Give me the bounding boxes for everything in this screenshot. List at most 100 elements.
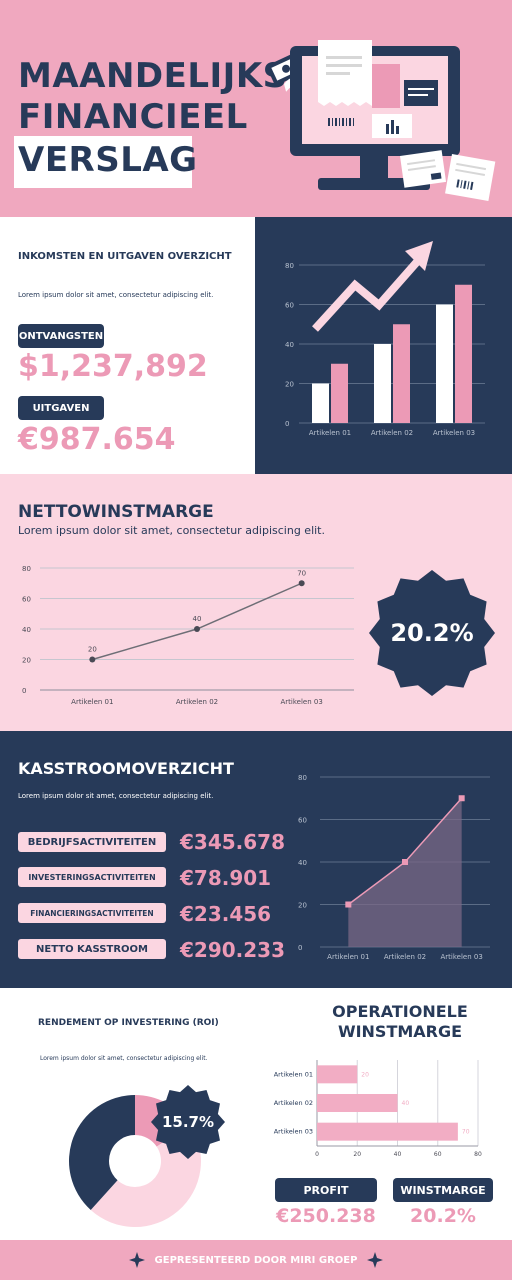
cashflow-heading: KASSTROOMOVERZICHT <box>18 759 234 778</box>
y-tick-label: 80 <box>298 774 307 782</box>
profit-label: PROFIT <box>275 1178 377 1202</box>
y-tick-label: Artikelen 02 <box>274 1099 313 1107</box>
data-point <box>345 901 352 908</box>
x-tick-label: 40 <box>394 1151 402 1158</box>
operational-hbar-chart: 0 20 40 60 80 Artikelen 01 20 Artikelen 02 40 Art… <box>274 1060 482 1158</box>
cashflow-area-chart: 0 20 40 60 80 Artikelen 01 Artikelen 02 Artikel… <box>298 774 490 961</box>
operational-heading-line1: OPERATIONELE <box>332 1002 468 1021</box>
y-tick-label: 80 <box>22 565 31 573</box>
data-label: 20 <box>361 1071 369 1078</box>
net-margin-section: NETTOWINSTMARGE Lorem ipsum dolor sit am… <box>0 474 512 731</box>
footer: GEPRESENTEERD DOOR MIRI GROEP <box>0 1240 512 1280</box>
y-tick-label: 60 <box>298 817 307 825</box>
x-tick-label: Artikelen 02 <box>176 698 218 706</box>
title-line-2: FINANCIEEL <box>18 97 248 137</box>
y-tick-label: 20 <box>22 657 31 665</box>
x-tick-label: 60 <box>434 1151 442 1158</box>
x-tick-label: Artikelen 01 <box>327 953 369 961</box>
header-banner: MAANDELIJKS FINANCIEEL VERSLAG <box>0 0 512 217</box>
x-tick-label: 0 <box>315 1151 319 1158</box>
title-line-3: VERSLAG <box>18 140 198 180</box>
title-highlight-box <box>14 136 192 188</box>
received-value: $1,237,892 <box>18 349 208 384</box>
y-tick-label: 0 <box>285 420 289 428</box>
cashflow-item-label: FINANCIERINGSACTIVITEITEN <box>18 903 166 923</box>
title-line-1: MAANDELIJKS <box>18 56 288 96</box>
y-tick-label: 60 <box>22 596 31 604</box>
area-fill <box>348 798 462 947</box>
cashflow-item-value: €345.678 <box>180 830 286 854</box>
data-point <box>298 580 305 587</box>
y-tick-label: 0 <box>22 687 26 695</box>
income-lorem: Lorem ipsum dolor sit amet, consectetur … <box>18 291 214 299</box>
y-tick-label: 20 <box>298 902 307 910</box>
starburst-shape <box>151 1085 225 1159</box>
y-tick-label: Artikelen 01 <box>274 1070 313 1078</box>
net-margin-lorem: Lorem ipsum dolor sit amet, consectetur … <box>18 524 325 537</box>
sparkle-icon <box>367 1252 384 1268</box>
data-label: 40 <box>402 1100 410 1107</box>
x-tick-label: Artikelen 03 <box>433 429 475 437</box>
data-label: 70 <box>462 1129 470 1136</box>
income-chart-panel: 0 20 40 60 80 Artikelen 01 Artikelen 02 Artikel… <box>255 217 512 474</box>
monitor-illustration <box>266 40 496 202</box>
sparkle-icon <box>128 1252 145 1268</box>
starburst-shape <box>369 570 495 696</box>
received-label: ONTVANGSTEN <box>18 324 104 348</box>
cashflow-item-value: €78.901 <box>180 866 272 890</box>
income-bar-chart: 0 20 40 60 80 Artikelen 01 Artikelen 02 Artikel… <box>285 241 485 437</box>
trend-arrow-head <box>405 241 433 271</box>
profit-value: €250.238 <box>276 1205 376 1227</box>
data-point <box>458 795 465 802</box>
y-tick-label: 80 <box>285 262 294 270</box>
x-tick-label: Artikelen 01 <box>309 429 351 437</box>
y-tick-label: Artikelen 03 <box>274 1128 313 1136</box>
x-tick-label: Artikelen 01 <box>71 698 113 706</box>
data-point <box>194 626 200 632</box>
net-margin-badge: 20.2% <box>369 570 495 696</box>
data-point <box>402 859 408 865</box>
y-tick-label: 20 <box>285 381 294 389</box>
bar <box>317 1094 398 1112</box>
net-margin-heading: NETTOWINSTMARGE <box>18 502 214 522</box>
net-margin-badge-value: 20.2% <box>390 619 473 647</box>
cashflow-item-value: €23.456 <box>180 902 272 926</box>
donut-slice <box>69 1095 135 1210</box>
x-tick-label: 80 <box>474 1151 482 1158</box>
data-point <box>89 656 96 663</box>
bar <box>393 324 410 423</box>
x-tick-label: Artikelen 02 <box>384 953 426 961</box>
cashflow-lorem: Lorem ipsum dolor sit amet, consectetur … <box>18 792 214 800</box>
footer-text: GEPRESENTEERD DOOR MIRI GROEP <box>154 1254 358 1266</box>
data-label: 70 <box>297 569 306 577</box>
income-heading: INKOMSTEN EN UITGAVEN OVERZICHT <box>18 251 232 262</box>
margin-value: 20.2% <box>410 1205 476 1227</box>
expenses-label: UITGAVEN <box>18 396 104 420</box>
roi-lorem: Lorem ipsum dolor sit amet, consectetur … <box>40 1055 208 1062</box>
cashflow-section: KASSTROOMOVERZICHT Lorem ipsum dolor sit… <box>0 731 512 988</box>
y-tick-label: 40 <box>298 859 307 867</box>
x-tick-label: Artikelen 03 <box>281 698 323 706</box>
x-tick-label: 20 <box>353 1151 361 1158</box>
margin-label: WINSTMARGE <box>393 1178 493 1202</box>
trend-arrow <box>312 252 427 332</box>
cashflow-item-label: INVESTERINGSACTIVITEITEN <box>18 867 166 887</box>
net-margin-line-chart: 0 20 40 60 80 20 Artikelen 01 40 Artikelen 02 70 A… <box>22 565 354 706</box>
y-tick-label: 60 <box>285 302 294 310</box>
roi-badge: 15.7% <box>151 1085 225 1159</box>
cashflow-item-label: BEDRIJFSACTIVITEITEN <box>18 832 166 852</box>
bar <box>317 1122 458 1141</box>
cashflow-item-value: €290.233 <box>180 938 286 962</box>
bar <box>331 363 348 423</box>
bar <box>374 344 391 423</box>
data-label: 40 <box>193 615 202 623</box>
bar <box>317 1065 358 1084</box>
y-tick-label: 40 <box>22 626 31 634</box>
bar <box>312 383 329 423</box>
expenses-value: €987.654 <box>18 422 176 457</box>
roi-badge-value: 15.7% <box>162 1113 214 1131</box>
y-tick-label: 40 <box>285 341 294 349</box>
operational-heading: OPERATIONELE WINSTMARGE <box>300 1002 500 1042</box>
data-label: 20 <box>88 646 97 654</box>
y-tick-label: 0 <box>298 944 302 952</box>
